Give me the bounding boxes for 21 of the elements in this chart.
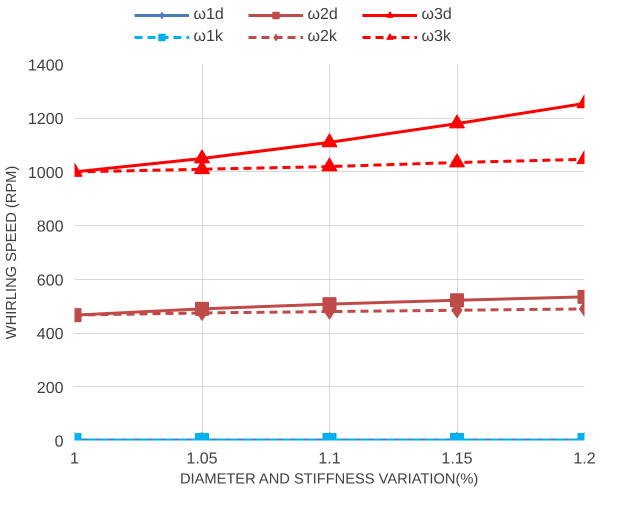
y-tick-label: 1000 xyxy=(28,164,64,182)
legend-label: ω3k xyxy=(422,28,452,46)
x-tick-label: 1.1 xyxy=(318,450,341,468)
legend-label: ω1k xyxy=(194,28,224,46)
x-tick-label: 1.05 xyxy=(186,450,218,468)
legend-label: ω2d xyxy=(308,6,339,24)
y-tick-label: 0 xyxy=(54,434,64,450)
x-tick-label: 1.15 xyxy=(441,450,473,468)
y-tick-label: 400 xyxy=(36,326,64,344)
legend-label: ω3d xyxy=(422,6,453,24)
x-tick-label: 1.2 xyxy=(573,450,596,468)
x-axis-title: DIAMETER AND STIFFNESS VARIATION(%) xyxy=(180,472,478,488)
x-tick-label: 1 xyxy=(70,450,80,468)
y-tick-label: 1200 xyxy=(28,111,64,128)
y-tick-label: 600 xyxy=(36,272,64,290)
y-tick-label: 200 xyxy=(36,380,64,397)
legend-label: ω2k xyxy=(308,28,338,46)
y-tick-label: 800 xyxy=(36,218,64,236)
legend-label: ω1d xyxy=(194,6,225,24)
y-tick-label: 1400 xyxy=(28,58,64,74)
y-axis-title: WHIRLING SPEED (RPM) xyxy=(4,166,20,340)
